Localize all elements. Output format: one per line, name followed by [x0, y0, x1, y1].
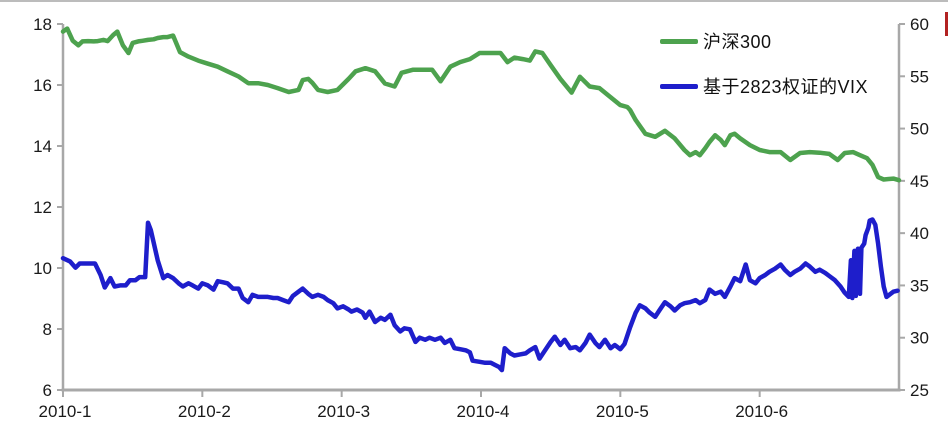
x-tick-label: 2010-6: [735, 402, 788, 421]
left-tick-label: 12: [33, 198, 52, 217]
x-tick-label: 2010-5: [596, 402, 649, 421]
legend-item-vix: 基于2823权证的VIX: [660, 73, 868, 99]
left-tick-label: 8: [43, 320, 52, 339]
right-tick-label: 25: [910, 381, 929, 400]
x-tick-label: 2010-4: [457, 402, 510, 421]
top-border-line: [0, 0, 948, 2]
legend-item-csi300: 沪深300: [660, 28, 868, 54]
vix-legend-label: 基于2823权证的VIX: [703, 77, 869, 97]
left-tick-label: 10: [33, 259, 52, 278]
right-tick-label: 60: [910, 15, 929, 34]
right-tick-label: 35: [910, 276, 929, 295]
right-tick-label: 30: [910, 329, 929, 348]
left-tick-label: 14: [33, 137, 52, 156]
right-tick-label: 55: [910, 67, 929, 86]
left-tick-label: 16: [33, 76, 52, 95]
vix-line-swatch: [660, 83, 698, 89]
vix-line: [60, 217, 900, 373]
csi300-line-swatch: [660, 38, 698, 44]
screen-edge-artifact: [945, 12, 948, 36]
x-tick-label: 2010-3: [317, 402, 370, 421]
right-tick-label: 40: [910, 224, 929, 243]
csi300-line: [60, 26, 902, 183]
x-tick-label: 2010-2: [178, 402, 231, 421]
right-tick-label: 45: [910, 172, 929, 191]
chart-legend: 沪深300 基于2823权证的VIX: [660, 28, 868, 99]
csi300-legend-label: 沪深300: [703, 32, 772, 52]
x-tick-label: 2010-1: [39, 402, 92, 421]
left-tick-label: 6: [43, 381, 52, 400]
right-tick-label: 50: [910, 120, 929, 139]
left-tick-label: 18: [33, 15, 52, 34]
